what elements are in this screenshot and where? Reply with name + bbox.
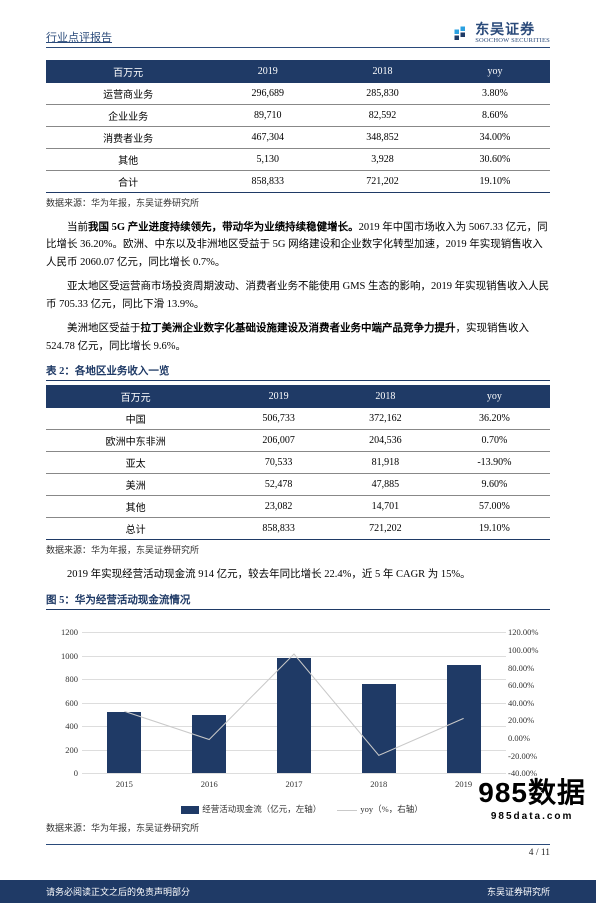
table-region-revenue: 百万元20192018yoy 中国506,733372,16236.20%欧洲中… [46, 385, 550, 540]
col-header: 2018 [332, 386, 439, 408]
y-left-tick: 800 [48, 674, 78, 684]
col-header: 2019 [225, 386, 332, 408]
col-header: 百万元 [46, 386, 225, 408]
report-type: 行业点评报告 [46, 29, 112, 45]
x-tick: 2015 [104, 779, 144, 789]
y-right-tick: 80.00% [508, 663, 548, 673]
watermark: 985数据 985data.com [478, 771, 586, 822]
page-header: 行业点评报告 东吴证券 SOOCHOW SECURITIES [46, 24, 550, 48]
x-tick: 2016 [189, 779, 229, 789]
y-left-tick: 200 [48, 745, 78, 755]
cashflow-chart: 020040060080010001200-40.00%-20.00%0.00%… [46, 614, 550, 819]
y-right-tick: 40.00% [508, 698, 548, 708]
scs-logo-icon [453, 25, 471, 43]
page-footer: 请务必阅读正文之后的免责声明部分 东吴证券研究所 [0, 880, 596, 903]
x-tick: 2018 [359, 779, 399, 789]
table1-source: 数据来源：华为年报，东吴证券研究所 [46, 196, 550, 209]
brand-logo: 东吴证券 SOOCHOW SECURITIES [453, 24, 550, 45]
bar [107, 712, 141, 773]
y-right-tick: 120.00% [508, 627, 548, 637]
table-row: 中国506,733372,16236.20% [46, 408, 550, 430]
table2-source: 数据来源：华为年报，东吴证券研究所 [46, 543, 550, 556]
table-row: 亚太70,53381,918-13.90% [46, 452, 550, 474]
table-row: 企业业务89,71082,5928.60% [46, 104, 550, 126]
x-tick: 2017 [274, 779, 314, 789]
table-row: 运营商业务296,689285,8303.80% [46, 82, 550, 104]
legend-line-swatch [337, 810, 357, 811]
paragraph-1: 当前我国 5G 产业进度持续领先，带动华为业绩持续稳健增长。2019 年中国市场… [46, 219, 550, 273]
table-row: 合计858,833721,20219.10% [46, 170, 550, 192]
table-row: 欧洲中东非洲206,007204,5360.70% [46, 430, 550, 452]
y-right-tick: 20.00% [508, 715, 548, 725]
y-right-tick: -20.00% [508, 751, 548, 761]
y-right-tick: 60.00% [508, 680, 548, 690]
y-left-tick: 0 [48, 768, 78, 778]
col-header: 2019 [210, 60, 325, 82]
col-header: 百万元 [46, 60, 210, 82]
logo-cn: 东吴证券 [475, 24, 550, 38]
y-left-tick: 400 [48, 721, 78, 731]
y-left-tick: 1000 [48, 651, 78, 661]
legend-bar-swatch [181, 806, 199, 814]
bar [192, 715, 226, 774]
y-left-tick: 600 [48, 698, 78, 708]
chart-legend: 经营活动现金流（亿元，左轴） yoy（%，右轴） [46, 803, 550, 815]
chart-caption: 图 5：华为经营活动现金流情况 [46, 592, 550, 610]
legend-line-label: yoy（%，右轴） [360, 804, 422, 814]
paragraph-3: 美洲地区受益于拉丁美洲企业数字化基础设施建设及消费者业务中端产品竞争力提升，实现… [46, 320, 550, 356]
table-row: 总计858,833721,20219.10% [46, 518, 550, 540]
table2-caption: 表 2：各地区业务收入一览 [46, 363, 550, 381]
page-number: 4 / 11 [46, 844, 550, 858]
legend-bar-label: 经营活动现金流（亿元，左轴） [202, 804, 321, 814]
paragraph-2: 亚太地区受运营商市场投资周期波动、消费者业务不能使用 GMS 生态的影响，201… [46, 278, 550, 314]
bar [277, 658, 311, 773]
y-left-tick: 1200 [48, 627, 78, 637]
table-business-segment: 百万元20192018yoy 运营商业务296,689285,8303.80%企… [46, 60, 550, 193]
chart-source: 数据来源：华为年报，东吴证券研究所 [46, 821, 550, 834]
y-right-tick: 100.00% [508, 645, 548, 655]
footer-disclaimer: 请务必阅读正文之后的免责声明部分 [46, 885, 190, 898]
bar [447, 665, 481, 773]
table-row: 美洲52,47847,8859.60% [46, 474, 550, 496]
paragraph-4: 2019 年实现经营活动现金流 914 亿元，较去年同比增长 22.4%，近 5… [46, 566, 550, 584]
bar [362, 684, 396, 773]
watermark-main: 985数据 [478, 777, 586, 808]
watermark-sub: 985data.com [478, 811, 586, 822]
table-row: 其他5,1303,92830.60% [46, 148, 550, 170]
table-row: 消费者业务467,304348,85234.00% [46, 126, 550, 148]
col-header: yoy [440, 60, 550, 82]
y-right-tick: 0.00% [508, 733, 548, 743]
table-row: 其他23,08214,70157.00% [46, 496, 550, 518]
footer-org: 东吴证券研究所 [487, 885, 550, 898]
col-header: 2018 [325, 60, 440, 82]
logo-en: SOOCHOW SECURITIES [475, 38, 550, 45]
col-header: yoy [439, 386, 550, 408]
